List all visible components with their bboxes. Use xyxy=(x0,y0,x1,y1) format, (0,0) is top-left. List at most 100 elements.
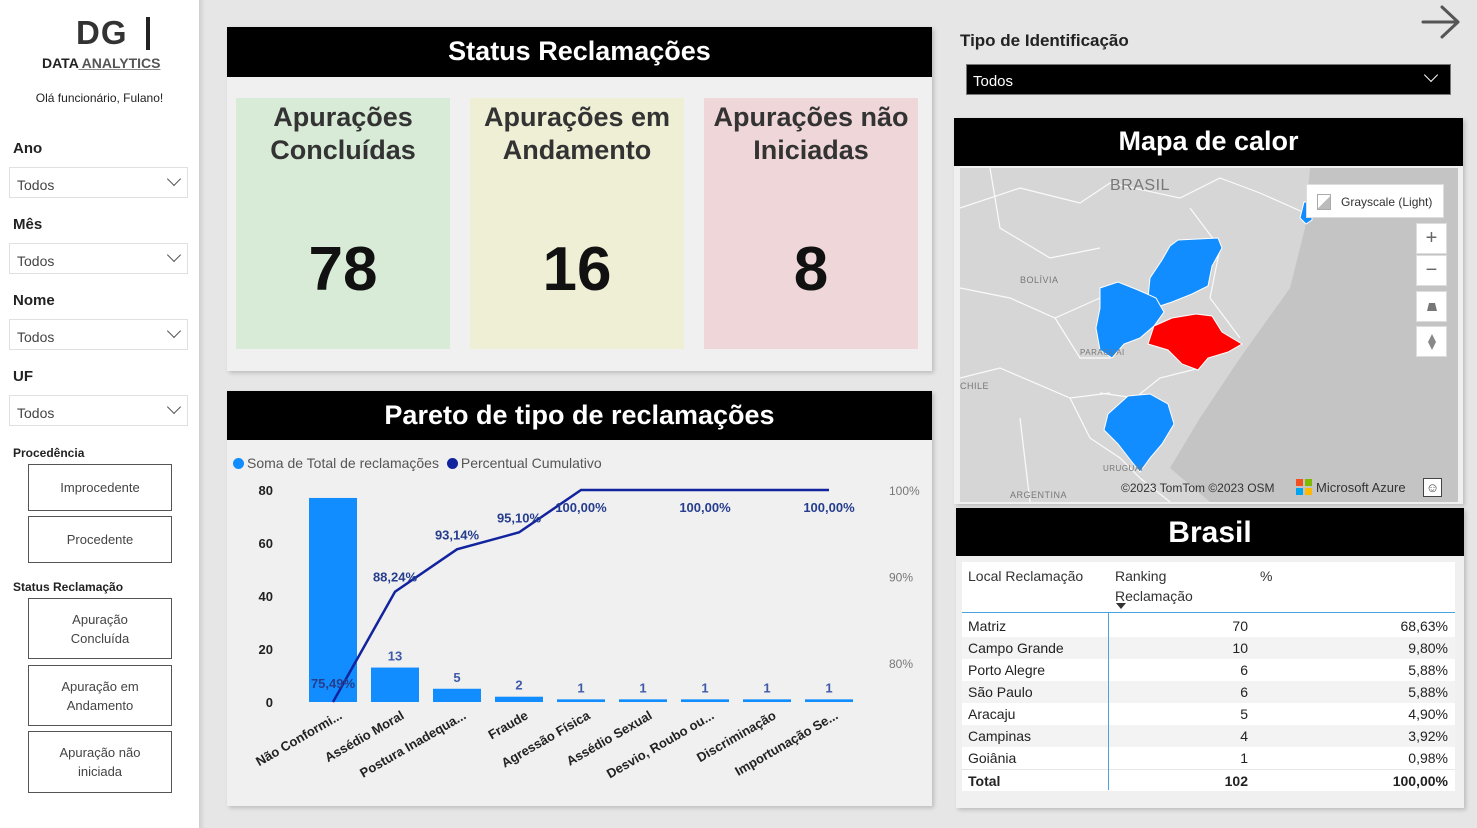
legend-label-bars: Soma de Total de reclamações xyxy=(247,455,439,471)
filter-label-nome: Nome xyxy=(13,292,55,309)
header-percent[interactable]: % xyxy=(1260,568,1273,584)
filter-select-mes[interactable]: Todos xyxy=(9,243,188,274)
bar[interactable] xyxy=(681,699,729,702)
arrow-right-icon[interactable] xyxy=(1420,4,1462,40)
bar-data-label: 5 xyxy=(453,670,460,685)
bar[interactable] xyxy=(557,699,605,702)
filter-select-nome[interactable]: Todos xyxy=(9,319,188,350)
bar[interactable] xyxy=(495,696,543,702)
cell-total-ranking: 102 xyxy=(1224,773,1248,789)
header-local[interactable]: Local Reclamação xyxy=(968,568,1084,584)
line-data-label: 100,00% xyxy=(679,500,731,515)
slicer-andamento-button[interactable]: Apuração em Andamento xyxy=(28,665,172,726)
table-row[interactable]: Campinas 4 3,92% xyxy=(962,725,1455,747)
logo-text: DG xyxy=(76,14,128,51)
chart-legend: Soma de Total de reclamações Percentual … xyxy=(233,455,602,471)
bar[interactable] xyxy=(805,699,853,702)
bar[interactable] xyxy=(433,688,481,702)
header-ranking[interactable]: Ranking Reclamação xyxy=(1115,568,1193,604)
tilt-button[interactable] xyxy=(1416,291,1447,322)
legend-item-bars[interactable]: Soma de Total de reclamações xyxy=(233,455,439,471)
y2-tick-label: 80% xyxy=(889,657,913,671)
card-andamento-label: Apurações em Andamento xyxy=(483,102,671,165)
zoom-in-button[interactable]: + xyxy=(1416,223,1447,254)
map-label-brasil: BRASIL xyxy=(1110,177,1170,194)
table-row[interactable]: Porto Alegre 6 5,88% xyxy=(962,659,1455,681)
y-tick-label: 0 xyxy=(266,695,273,710)
y2-tick-label: 100% xyxy=(889,484,920,498)
minus-icon: − xyxy=(1425,259,1438,281)
line-data-label: 88,24% xyxy=(373,570,418,585)
cell-local: Campinas xyxy=(968,728,1032,744)
y-tick-label: 60 xyxy=(259,536,273,551)
map-style-button[interactable]: Grayscale (Light) xyxy=(1306,184,1444,218)
cell-local: Matriz xyxy=(968,618,1007,634)
bar-data-label: 1 xyxy=(577,680,584,695)
slicer-nao-iniciada-button[interactable]: Apuração não iniciada xyxy=(28,731,172,793)
cell-ranking: 6 xyxy=(1240,684,1248,700)
map-label-bolivia: BOLÍVIA xyxy=(1020,275,1059,285)
bar[interactable] xyxy=(371,667,419,702)
zoom-out-button[interactable]: − xyxy=(1416,255,1447,286)
tipo-identificacao-label: Tipo de Identificação xyxy=(960,31,1129,50)
cell-percent: 5,88% xyxy=(1408,684,1448,700)
y2-tick-label: 90% xyxy=(889,570,913,584)
table-row[interactable]: São Paulo 6 5,88% xyxy=(962,681,1455,703)
cell-ranking: 1 xyxy=(1240,750,1248,766)
card-concluidas-value: 78 xyxy=(308,235,378,304)
cell-total-label: Total xyxy=(968,773,1001,789)
compass-button[interactable] xyxy=(1416,326,1447,357)
card-nao-iniciadas: Apurações não Iniciadas 8 xyxy=(704,98,918,349)
logo-bar xyxy=(146,17,150,50)
slicer-procedente-button[interactable]: Procedente xyxy=(28,516,172,563)
bar[interactable] xyxy=(619,699,667,702)
table-row[interactable]: Campo Grande 10 9,80% xyxy=(962,637,1455,659)
cell-ranking: 70 xyxy=(1232,618,1248,634)
heat-map[interactable]: BRASIL BOLÍVIA PARAGUAI CHILE URUGUAI AR… xyxy=(960,168,1458,502)
table-title: Brasil xyxy=(956,508,1464,556)
card-concluidas: Apurações Concluídas 78 xyxy=(236,98,450,349)
table-total-row: Total 102 100,00% xyxy=(962,769,1455,791)
card-nao-iniciadas-value: 8 xyxy=(793,235,829,304)
line-data-label: 100,00% xyxy=(803,500,855,515)
tipo-identificacao-value: Todos xyxy=(973,73,1014,90)
slicer-improcedente-button[interactable]: Improcedente xyxy=(28,464,172,511)
cell-percent: 0,98% xyxy=(1408,750,1448,766)
table-row[interactable]: Aracaju 5 4,90% xyxy=(962,703,1455,725)
y-tick-label: 80 xyxy=(259,483,273,498)
filter-select-ano[interactable]: Todos xyxy=(9,167,188,198)
slicer-concluida-button[interactable]: Apuração Concluída xyxy=(28,598,172,659)
bar[interactable] xyxy=(309,497,357,702)
card-andamento-value: 16 xyxy=(542,235,612,304)
status-reclamacao-label: Status Reclamação xyxy=(13,580,124,594)
y-tick-label: 40 xyxy=(259,589,273,604)
x-tick-label: Postura Inadequa... xyxy=(357,708,468,781)
cell-local: São Paulo xyxy=(968,684,1033,700)
cell-percent: 9,80% xyxy=(1408,640,1448,656)
cell-percent: 68,63% xyxy=(1400,618,1448,634)
bar[interactable] xyxy=(743,699,791,702)
feedback-smiley-icon[interactable]: ☺ xyxy=(1423,478,1442,497)
card-nao-iniciadas-label: Apurações não Iniciadas xyxy=(713,102,909,165)
legend-dot-line xyxy=(446,458,458,469)
logo-sub-b: ANALYTICS xyxy=(78,55,161,71)
cell-ranking: 5 xyxy=(1240,706,1248,722)
pareto-chart[interactable]: 0 20 40 60 80 80% 90% 100% 13 5 2 1 1 1 1 1 75,49% 88,24%… xyxy=(227,470,932,806)
bar-data-label: 1 xyxy=(639,680,646,695)
filter-value-mes: Todos xyxy=(17,253,55,269)
bar-data-label: 1 xyxy=(701,680,708,695)
procedencia-label: Procedência xyxy=(13,446,85,460)
map-title: Mapa de calor xyxy=(954,118,1463,166)
filter-select-uf[interactable]: Todos xyxy=(9,395,188,426)
cell-percent: 3,92% xyxy=(1408,728,1448,744)
tipo-identificacao-select[interactable]: Todos xyxy=(966,64,1451,95)
table-header: Local Reclamação Ranking Reclamação % xyxy=(962,562,1455,613)
cell-local: Aracaju xyxy=(968,706,1016,722)
table-row[interactable]: Goiânia 1 0,98% xyxy=(962,747,1455,769)
cell-local: Campo Grande xyxy=(968,640,1064,656)
filter-value-nome: Todos xyxy=(17,329,55,345)
legend-item-line[interactable]: Percentual Cumulativo xyxy=(446,455,602,471)
table-row[interactable]: Matriz 70 68,63% xyxy=(962,615,1455,637)
map-label-paraguai: PARAGUAI xyxy=(1080,348,1125,357)
cell-ranking: 6 xyxy=(1240,662,1248,678)
